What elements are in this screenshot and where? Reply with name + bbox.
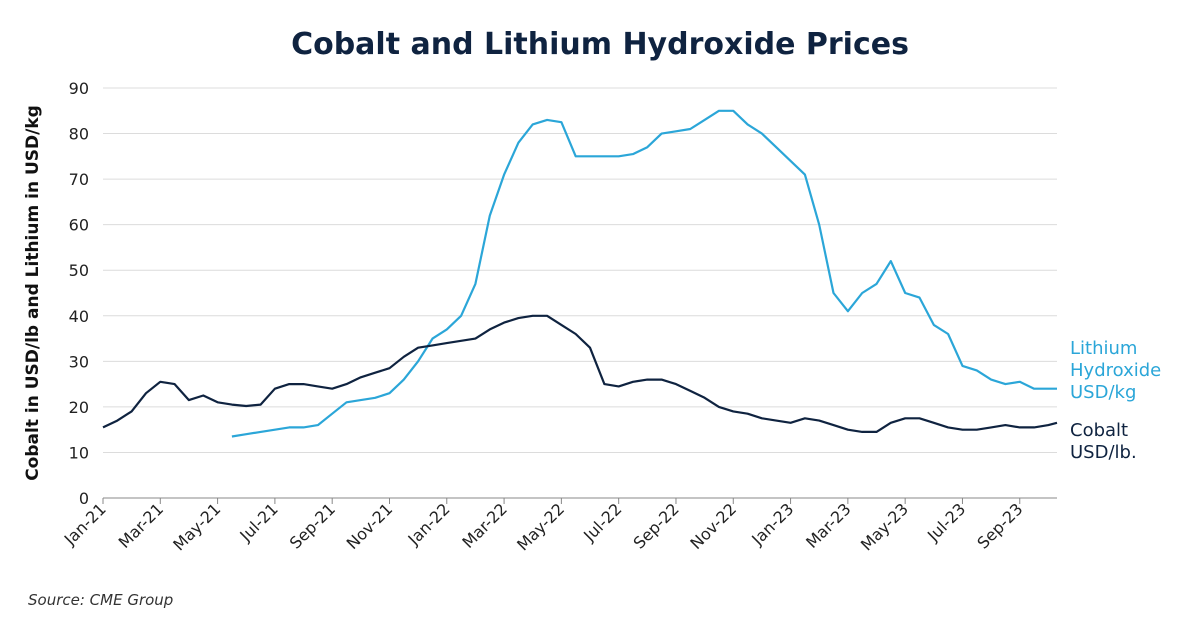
chart-title: Cobalt and Lithium Hydroxide Prices [291, 27, 909, 62]
x-tick-label: Jan-22 [404, 499, 454, 549]
y-tick-label: 50 [69, 261, 89, 280]
y-tick-label: 20 [69, 398, 89, 417]
x-tick-label: Sep-22 [630, 499, 683, 552]
y-tick-label: 10 [69, 443, 89, 462]
x-tick-label: May-23 [857, 499, 912, 554]
y-tick-label: 70 [69, 170, 89, 189]
x-tick-label: Mar-22 [458, 499, 511, 552]
source: Source: CME Group [28, 591, 173, 609]
y-tick-label: 30 [69, 352, 89, 371]
y-tick-label: 80 [69, 125, 89, 144]
y-axis-label: Cobalt in USD/lb and Lithium in USD/kg [23, 105, 43, 481]
x-tick-label: Jan-23 [747, 499, 797, 549]
legend-label: Lithium Hydroxide USD/kg [1070, 338, 1162, 403]
x-tick-label: Sep-23 [973, 499, 1026, 552]
line-series [102, 314, 1058, 433]
x-tick-label: Sep-21 [286, 499, 339, 552]
x-tick-label: Nov-22 [686, 499, 740, 553]
y-tick-label: 0 [79, 489, 89, 508]
legend-label: Cobalt USD/lb. [1070, 420, 1137, 463]
y-tick-label: 60 [69, 216, 89, 235]
x-tick-label: Mar-21 [115, 499, 168, 552]
x-tick-label: Jul-21 [235, 499, 281, 545]
y-tick-label: 40 [69, 307, 89, 326]
x-tick-label: Jul-22 [579, 499, 625, 545]
x-tick-label: Mar-23 [802, 499, 855, 552]
y-tick-label: 90 [69, 79, 89, 98]
x-tick-label: Nov-21 [343, 499, 397, 553]
x-tick-label: Jul-23 [923, 499, 969, 545]
line-series [231, 109, 1057, 438]
x-tick-label: May-21 [169, 499, 224, 554]
x-tick-label: May-22 [513, 499, 568, 554]
